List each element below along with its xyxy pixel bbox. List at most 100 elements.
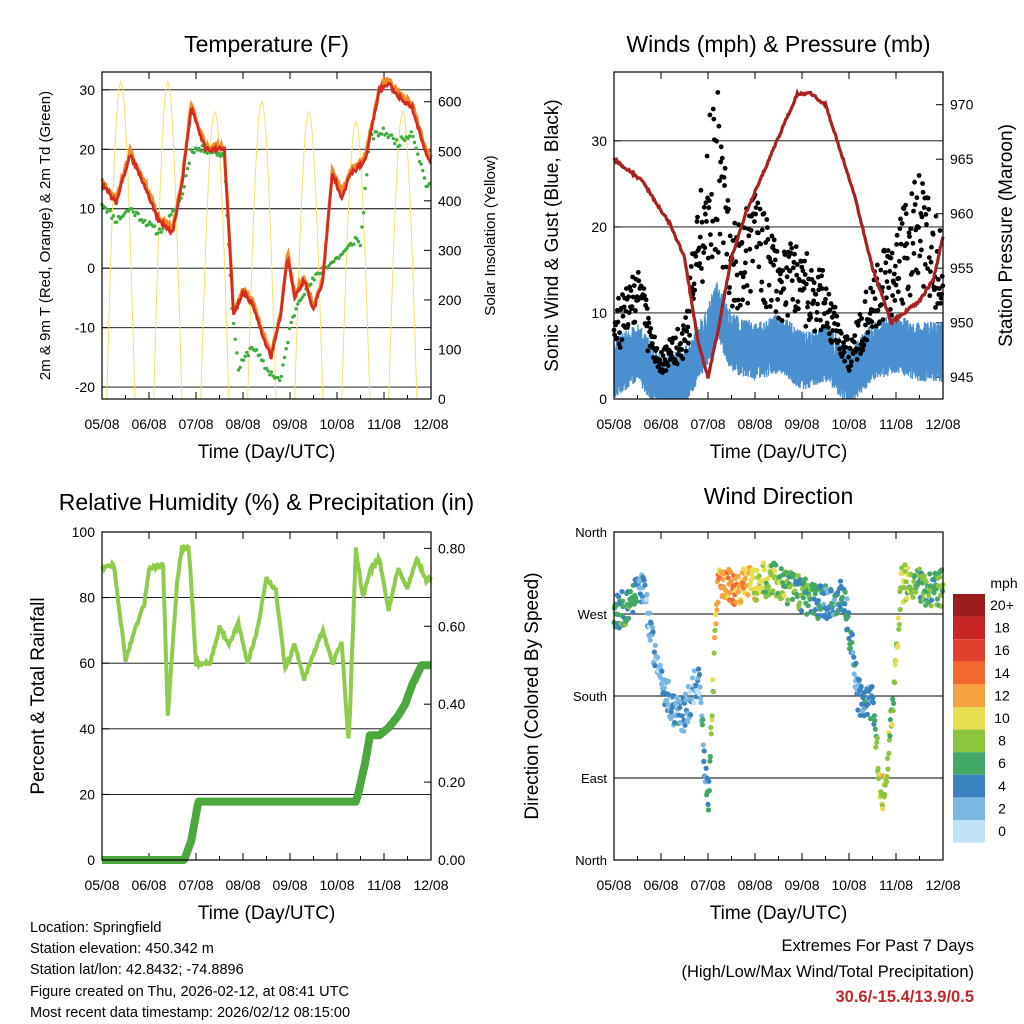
solar-insolation-line	[388, 110, 418, 400]
y2-tick-label: 0.40	[438, 696, 465, 712]
gust-point	[744, 283, 750, 288]
plot-border	[101, 531, 432, 861]
colorbar-swatch	[953, 639, 985, 662]
direction-point	[630, 609, 636, 616]
direction-point	[711, 650, 717, 656]
y-tick-label: 10	[79, 201, 95, 217]
gust-point	[660, 353, 666, 358]
dewpoint-point	[238, 365, 242, 370]
direction-point	[626, 615, 632, 622]
direction-point	[858, 684, 864, 690]
dewpoint-point	[139, 218, 144, 222]
gust-point	[780, 268, 785, 273]
direction-point	[691, 700, 697, 706]
gust-point	[650, 341, 655, 346]
dewpoint-point	[426, 184, 430, 188]
dewpoint-point	[360, 225, 364, 229]
direction-point	[651, 649, 658, 655]
gust-point	[815, 301, 820, 307]
direction-point	[928, 603, 934, 609]
dewpoint-point	[157, 227, 162, 231]
gust-point	[769, 297, 774, 303]
direction-point	[706, 778, 712, 784]
dewpoint-point	[169, 213, 173, 217]
gust-point	[673, 335, 678, 341]
direction-point	[871, 713, 878, 719]
direction-point	[715, 599, 721, 605]
gust-point	[616, 341, 622, 347]
gust-point	[835, 322, 841, 328]
temperature-2m-line	[100, 80, 433, 360]
gust-point	[789, 278, 795, 284]
gust-point	[899, 297, 904, 303]
direction-point	[886, 750, 892, 757]
gust-point	[938, 300, 943, 306]
direction-point	[845, 613, 851, 620]
gust-point	[787, 268, 793, 274]
gust-point	[869, 319, 875, 325]
direction-point	[687, 689, 693, 695]
gust-point	[738, 270, 744, 276]
gust-point	[819, 273, 824, 279]
x-tick-label: 08/08	[225, 416, 260, 432]
dewpoint-point	[159, 230, 163, 234]
direction-point	[705, 801, 711, 808]
gust-point	[743, 260, 748, 266]
dewpoint-point	[152, 224, 157, 228]
direction-point	[655, 654, 661, 661]
colorbar-swatch	[953, 820, 985, 843]
gust-point	[674, 361, 680, 367]
direction-point	[696, 671, 703, 678]
solar-insolation-line	[200, 110, 230, 400]
y-tick-label: -10	[75, 320, 95, 336]
winds-pressure-panel: Winds (mph) & Pressure (mb) 05/08 06/08 07/…	[542, 31, 1017, 463]
gust-point	[764, 217, 770, 222]
gust-point	[735, 305, 740, 311]
gust-point	[818, 317, 823, 323]
direction-point	[845, 610, 852, 616]
direction-point	[845, 626, 851, 632]
direction-point	[804, 611, 810, 617]
direction-point	[931, 590, 937, 596]
gust-point	[654, 346, 660, 351]
gust-point	[691, 281, 697, 287]
y-tick-label: 10	[591, 305, 607, 321]
direction-point	[743, 583, 749, 589]
direction-point	[699, 722, 706, 728]
x-tick-label: 09/08	[784, 877, 819, 893]
gust-point	[887, 268, 893, 274]
y-tick-label: 40	[79, 721, 95, 737]
gust-point	[794, 272, 800, 278]
gust-point	[709, 254, 715, 260]
dewpoint-point	[363, 186, 367, 191]
gust-point	[617, 345, 623, 350]
dewpoint-point	[414, 146, 418, 150]
dewpoint-point	[389, 133, 394, 137]
x-tick-label: 05/08	[84, 877, 119, 893]
dewpoint-point	[417, 160, 422, 164]
direction-point	[648, 621, 654, 627]
gust-point	[930, 231, 936, 237]
dewpoint-point	[332, 259, 336, 264]
direction-point	[800, 595, 807, 601]
direction-point	[923, 579, 929, 585]
gust-point	[890, 293, 895, 298]
dewpoint-point	[421, 168, 425, 173]
y-tick-label: South	[573, 689, 607, 704]
x-tick-label: 07/08	[178, 877, 213, 893]
direction-point	[649, 624, 656, 631]
gust-point	[895, 289, 901, 295]
direction-point	[874, 735, 880, 741]
dewpoint-point	[264, 366, 269, 371]
direction-point	[619, 598, 626, 604]
gust-point	[767, 256, 773, 261]
gust-point	[633, 308, 638, 313]
dewpoint-point	[184, 174, 188, 178]
y-tick-label: 0	[87, 852, 95, 868]
direction-point	[887, 717, 894, 723]
direction-point	[679, 713, 685, 719]
station-elevation: Station elevation: 450.342 m	[30, 941, 214, 958]
temperature-9m-line	[100, 75, 433, 356]
gust-point	[926, 255, 932, 260]
